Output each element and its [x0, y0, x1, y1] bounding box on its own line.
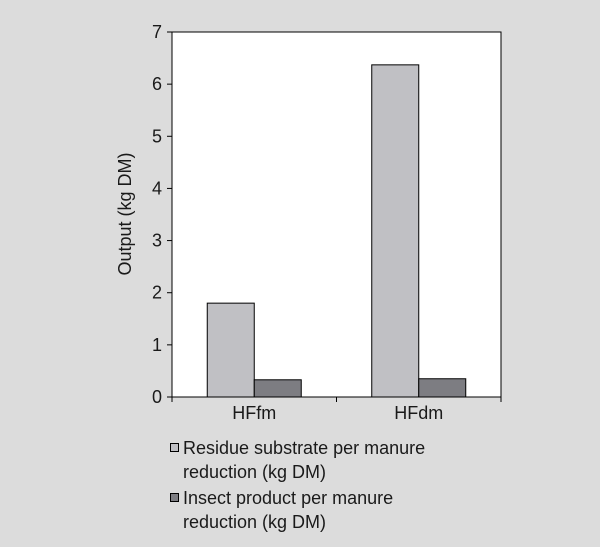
- y-tick-label: 0: [152, 387, 162, 407]
- y-tick-label: 1: [152, 335, 162, 355]
- bar-HFfm-insect: [253, 379, 302, 398]
- y-axis-label: Output (kg DM): [115, 152, 135, 275]
- bar-HFdm-residue: [371, 64, 420, 398]
- legend-swatch-insect: [170, 493, 179, 502]
- y-tick-label: 4: [152, 178, 162, 198]
- y-tick-label: 6: [152, 74, 162, 94]
- legend-label-residue-line1: Residue substrate per manure: [183, 438, 426, 458]
- y-tick-label: 3: [152, 231, 162, 251]
- legend-item-insect: Insect product per manure reduction (kg …: [170, 486, 510, 534]
- bar-HFfm-residue: [206, 302, 255, 398]
- bar-HFdm-insect: [418, 378, 467, 398]
- x-axis: HFfm HFdm: [171, 397, 502, 423]
- bars: [206, 64, 467, 398]
- x-tick-label: HFdm: [394, 403, 443, 423]
- y-axis: 0 1 2 3 4 5 6 7: [152, 22, 172, 407]
- legend-label-residue-line2: reduction (kg DM): [183, 462, 327, 482]
- y-tick-label: 7: [152, 22, 162, 42]
- y-tick-label: 2: [152, 283, 162, 303]
- y-tick-label: 5: [152, 126, 162, 146]
- legend-label-insect-line1: Insect product per manure: [183, 488, 394, 508]
- legend-item-residue: Residue substrate per manure reduction (…: [170, 436, 510, 484]
- legend: Residue substrate per manure reduction (…: [170, 436, 510, 536]
- legend-label-insect-line2: reduction (kg DM): [183, 512, 327, 532]
- x-tick-label: HFfm: [232, 403, 276, 423]
- legend-swatch-residue: [170, 443, 179, 452]
